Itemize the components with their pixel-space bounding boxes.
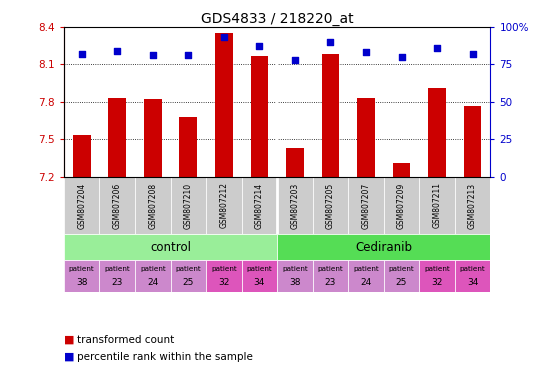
Text: 24: 24	[147, 278, 158, 288]
Bar	[100, 177, 135, 234]
Point	[290, 57, 299, 63]
Bar	[384, 260, 419, 292]
Point	[433, 45, 441, 51]
Text: GSM807210: GSM807210	[184, 182, 193, 228]
Bar	[171, 260, 206, 292]
Text: GSM807205: GSM807205	[326, 182, 335, 228]
Bar	[241, 177, 277, 234]
Point	[362, 49, 370, 55]
Bar	[277, 260, 313, 292]
Text: patient: patient	[389, 266, 414, 272]
Bar	[180, 117, 197, 177]
Text: patient: patient	[104, 266, 130, 272]
Text: GSM807212: GSM807212	[220, 182, 228, 228]
Text: GSM807211: GSM807211	[433, 182, 441, 228]
Text: agent: agent	[0, 383, 1, 384]
Text: transformed count: transformed count	[77, 335, 174, 345]
Bar	[277, 177, 313, 234]
Text: individual: individual	[0, 383, 1, 384]
Bar	[206, 260, 241, 292]
Point	[397, 54, 406, 60]
Bar	[286, 148, 304, 177]
Text: 32: 32	[218, 278, 230, 288]
Bar	[215, 33, 233, 177]
Text: patient: patient	[211, 266, 237, 272]
Point	[326, 39, 335, 45]
Bar	[73, 136, 91, 177]
Text: patient: patient	[353, 266, 379, 272]
Text: patient: patient	[460, 266, 486, 272]
Text: 38: 38	[76, 278, 87, 288]
Bar	[321, 55, 340, 177]
Text: patient: patient	[247, 266, 272, 272]
Bar	[171, 177, 206, 234]
Point	[184, 52, 192, 58]
Text: percentile rank within the sample: percentile rank within the sample	[77, 352, 253, 362]
Text: GSM807207: GSM807207	[361, 182, 370, 228]
Point	[469, 51, 477, 57]
Point	[149, 52, 157, 58]
Text: 25: 25	[183, 278, 194, 288]
Bar	[428, 88, 446, 177]
Bar	[241, 260, 277, 292]
Text: GSM807208: GSM807208	[148, 182, 157, 228]
Bar	[348, 177, 384, 234]
Bar	[384, 177, 419, 234]
Text: GSM807203: GSM807203	[290, 182, 300, 228]
Text: 23: 23	[325, 278, 336, 288]
Text: patient: patient	[424, 266, 450, 272]
Text: 24: 24	[360, 278, 372, 288]
Text: GSM807204: GSM807204	[77, 182, 86, 228]
Text: Cediranib: Cediranib	[356, 241, 412, 254]
Bar	[206, 177, 241, 234]
Bar	[313, 260, 348, 292]
Text: 34: 34	[254, 278, 265, 288]
Bar	[135, 260, 171, 292]
Text: ■: ■	[64, 352, 75, 362]
Point	[77, 51, 86, 57]
Text: ■: ■	[64, 335, 75, 345]
Text: GSM807213: GSM807213	[468, 182, 477, 228]
Text: patient: patient	[282, 266, 308, 272]
Text: GSM807209: GSM807209	[397, 182, 406, 228]
Text: control: control	[150, 241, 191, 254]
Text: GSM807206: GSM807206	[113, 182, 122, 228]
Point	[113, 48, 122, 54]
Text: 25: 25	[396, 278, 407, 288]
Point	[220, 34, 228, 40]
Bar	[144, 99, 161, 177]
Text: patient: patient	[140, 266, 166, 272]
Bar	[108, 98, 126, 177]
Bar	[455, 260, 490, 292]
Point	[255, 43, 264, 50]
Bar	[100, 260, 135, 292]
Bar	[64, 177, 100, 234]
Bar	[357, 98, 375, 177]
Bar	[64, 260, 100, 292]
Bar	[64, 234, 277, 260]
Bar	[348, 260, 384, 292]
Text: 32: 32	[431, 278, 443, 288]
Bar	[277, 234, 490, 260]
Bar	[419, 260, 455, 292]
Text: patient: patient	[318, 266, 343, 272]
Bar	[251, 56, 268, 177]
Bar	[455, 177, 490, 234]
Bar	[393, 163, 410, 177]
Bar	[313, 177, 348, 234]
Text: 23: 23	[111, 278, 123, 288]
Bar	[135, 177, 171, 234]
Text: 38: 38	[289, 278, 301, 288]
Bar	[419, 177, 455, 234]
Text: GSM807214: GSM807214	[255, 182, 264, 228]
Text: 34: 34	[467, 278, 478, 288]
Bar	[464, 106, 481, 177]
Text: patient: patient	[175, 266, 201, 272]
Title: GDS4833 / 218220_at: GDS4833 / 218220_at	[201, 12, 353, 26]
Text: patient: patient	[69, 266, 94, 272]
